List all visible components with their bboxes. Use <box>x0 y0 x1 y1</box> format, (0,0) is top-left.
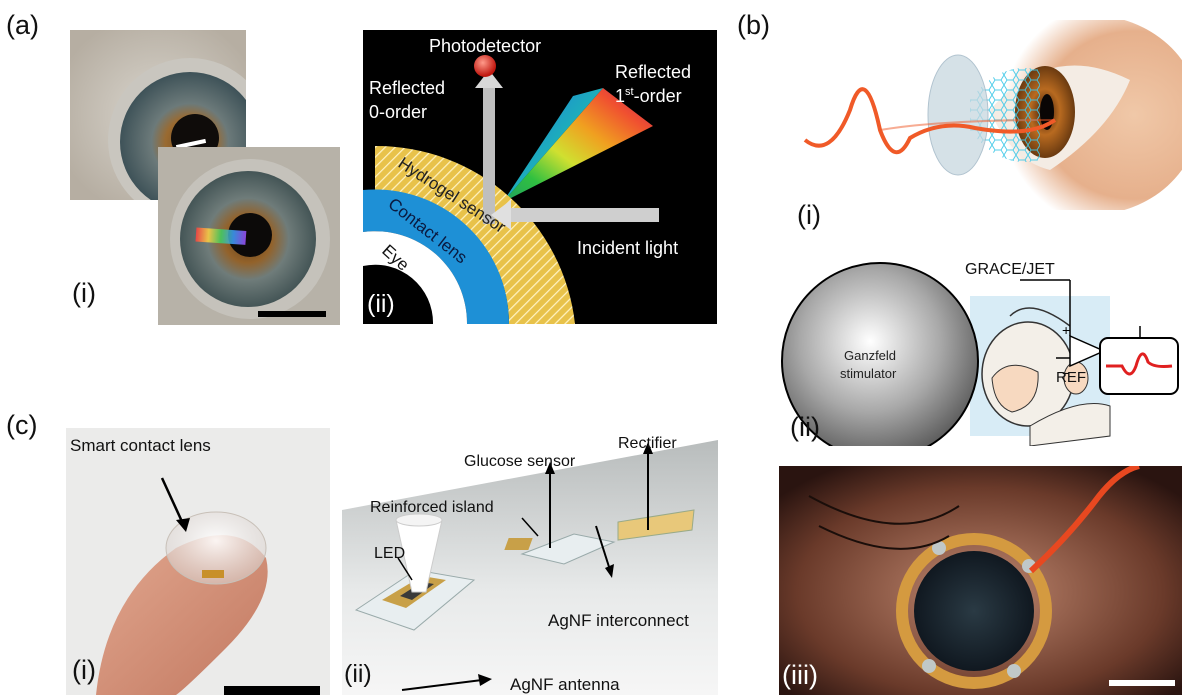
panel-b-i-label: (i) <box>797 200 821 230</box>
smart-lens-schematic: Glucose sensor Rectifier Reinforced isla… <box>342 430 718 695</box>
reflected-1-label-2: 1st-order <box>615 86 682 106</box>
panel-b-label: (b) <box>737 10 770 40</box>
rectifier-label: Rectifier <box>618 435 677 452</box>
reflected-0-label-2: 0-order <box>369 102 427 122</box>
grace-jet-label: GRACE/JET <box>965 261 1055 278</box>
diffraction-diagram: Photodetector Reflected 0-order Reflecte… <box>363 30 717 324</box>
scale-bar-b <box>1109 680 1175 686</box>
agnf-interconnect-label: AgNF interconnect <box>548 611 689 630</box>
contact-lens-layer <box>363 189 510 324</box>
ganzfeld-sphere <box>781 262 979 446</box>
erg-trace <box>1106 352 1173 376</box>
ganzfeld-setup: + − GRACE/JET Ganzfeld stimulator REF <box>781 261 1179 446</box>
panel-c-label: (c) <box>6 410 38 440</box>
panel-c-i-label: (i) <box>72 655 96 685</box>
ganzfeld-label-1: Ganzfeld <box>844 348 896 363</box>
eye-lens-illustration <box>803 20 1182 210</box>
agnf-antenna-label: AgNF antenna <box>510 675 620 694</box>
panel-a-i-label: (i) <box>72 278 96 308</box>
panel-b-iii-label: (iii) <box>782 660 818 690</box>
smart-lens-finger-photo <box>66 428 330 695</box>
ref-label: REF <box>1056 369 1086 386</box>
panel-a-ii-label: (ii) <box>367 290 395 318</box>
lens-on-eye-photo <box>779 466 1182 695</box>
amplifier-symbol <box>1069 334 1106 368</box>
eye-photo-front <box>158 147 340 325</box>
panel-b-ii-label: (ii) <box>790 412 820 442</box>
photodetector-label: Photodetector <box>429 36 541 56</box>
led-label: LED <box>374 545 405 562</box>
reflected-beam <box>483 84 495 224</box>
plus-sign: + <box>1062 322 1070 338</box>
electrode-wire <box>1028 466 1140 574</box>
minus-sign: − <box>1062 365 1070 381</box>
panel-a-label: (a) <box>6 10 39 40</box>
ganzfeld-label-2: stimulator <box>840 366 897 381</box>
incident-light-label: Incident light <box>577 238 678 258</box>
reflected-0-label-1: Reflected <box>369 78 445 98</box>
smart-lens-label: Smart contact lens <box>70 436 211 455</box>
light-signal-wave <box>803 87 1057 154</box>
incident-beam <box>509 208 659 222</box>
reinforced-island-label: Reinforced island <box>370 499 494 516</box>
reflected-1-label-1: Reflected <box>615 62 691 82</box>
diffraction-fan <box>503 88 653 202</box>
glucose-sensor-label: Glucose sensor <box>464 453 576 470</box>
eye-layer <box>363 231 468 324</box>
panel-c-ii-label: (ii) <box>344 660 372 688</box>
scale-bar-c <box>224 686 320 695</box>
photodetector-dot <box>474 55 496 77</box>
erg-monitor <box>1099 337 1179 395</box>
hydrogel-layer <box>375 145 575 324</box>
